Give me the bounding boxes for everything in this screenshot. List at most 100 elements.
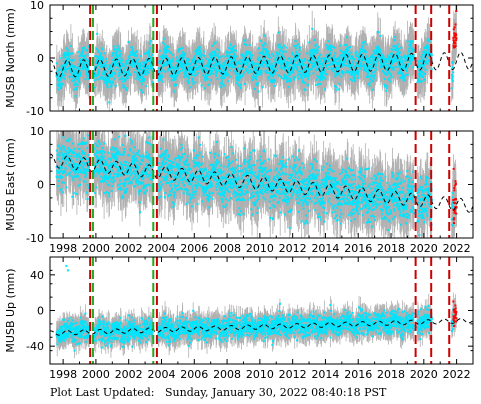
data-point	[274, 61, 277, 64]
data-point	[85, 73, 88, 76]
data-point	[375, 56, 378, 59]
data-point	[167, 45, 170, 48]
data-point	[279, 60, 282, 63]
data-point	[80, 63, 83, 66]
data-point	[104, 65, 107, 68]
data-point	[117, 55, 120, 58]
data-point	[176, 74, 179, 77]
data-point	[356, 62, 359, 65]
data-point	[175, 66, 178, 69]
data-point	[307, 77, 310, 80]
data-point	[103, 73, 106, 76]
data-point	[206, 78, 209, 81]
data-point	[86, 53, 89, 56]
data-point	[226, 63, 229, 66]
data-point	[162, 41, 165, 44]
data-point	[315, 83, 318, 86]
data-point	[187, 74, 190, 77]
data-point	[337, 73, 340, 76]
data-point	[329, 53, 332, 56]
data-point	[233, 58, 236, 61]
data-point	[224, 60, 227, 63]
data-point	[114, 63, 117, 66]
data-point	[359, 64, 362, 67]
data-point	[331, 69, 334, 72]
data-point	[301, 71, 304, 74]
data-point	[280, 63, 283, 66]
data-point	[184, 74, 187, 77]
data-point	[300, 73, 303, 76]
data-point	[355, 50, 358, 53]
data-point	[272, 78, 275, 81]
data-point	[116, 51, 119, 54]
data-point	[169, 59, 172, 62]
data-point	[111, 75, 114, 78]
data-point	[339, 44, 342, 47]
data-point	[106, 70, 109, 73]
data-point	[190, 69, 193, 72]
data-point	[195, 64, 198, 67]
data-point	[98, 61, 101, 64]
data-point	[216, 48, 219, 51]
data-point	[93, 68, 96, 71]
data-point	[277, 62, 280, 65]
data-point	[60, 76, 63, 79]
data-point	[124, 66, 127, 69]
data-point	[267, 65, 270, 68]
data-point	[188, 67, 191, 70]
data-point	[272, 67, 275, 70]
data-point	[84, 78, 87, 81]
data-point	[202, 50, 205, 53]
data-point	[228, 54, 231, 57]
data-point	[277, 31, 280, 34]
data-point	[283, 75, 286, 78]
data-point	[284, 66, 287, 69]
data-point	[108, 79, 111, 82]
data-point	[116, 59, 119, 62]
data-point	[327, 47, 330, 50]
data-point	[221, 65, 224, 68]
data-point	[209, 62, 212, 65]
data-point	[209, 61, 212, 64]
data-point	[278, 43, 281, 46]
data-point	[119, 66, 122, 69]
data-point	[246, 69, 249, 72]
data-point	[234, 60, 237, 63]
data-point	[105, 70, 108, 73]
data-point	[163, 43, 166, 46]
data-point	[218, 56, 221, 59]
data-point	[86, 66, 89, 69]
data-point	[128, 72, 131, 75]
data-point	[296, 70, 299, 73]
data-point	[139, 66, 142, 69]
data-point	[312, 58, 315, 61]
data-point	[353, 58, 356, 61]
data-point	[246, 64, 249, 67]
data-point	[371, 88, 374, 91]
data-point	[320, 57, 323, 60]
data-point	[83, 62, 86, 65]
data-point	[314, 59, 317, 62]
data-point	[346, 69, 349, 72]
data-point	[145, 58, 148, 61]
data-point	[183, 63, 186, 66]
data-point	[173, 90, 176, 93]
data-point	[284, 77, 286, 80]
data-point	[81, 50, 84, 53]
data-point	[99, 57, 102, 60]
data-point	[139, 63, 142, 66]
data-point	[80, 54, 83, 57]
data-point	[233, 53, 236, 56]
data-point	[330, 49, 333, 52]
data-point	[360, 50, 363, 53]
data-point	[165, 64, 168, 67]
data-point	[160, 73, 163, 76]
data-point	[373, 56, 376, 59]
data-point	[288, 57, 291, 60]
data-point	[76, 84, 79, 87]
data-point	[355, 70, 358, 73]
data-point	[351, 63, 354, 66]
data-point	[174, 75, 177, 78]
data-point	[302, 81, 305, 84]
data-point	[340, 66, 343, 69]
